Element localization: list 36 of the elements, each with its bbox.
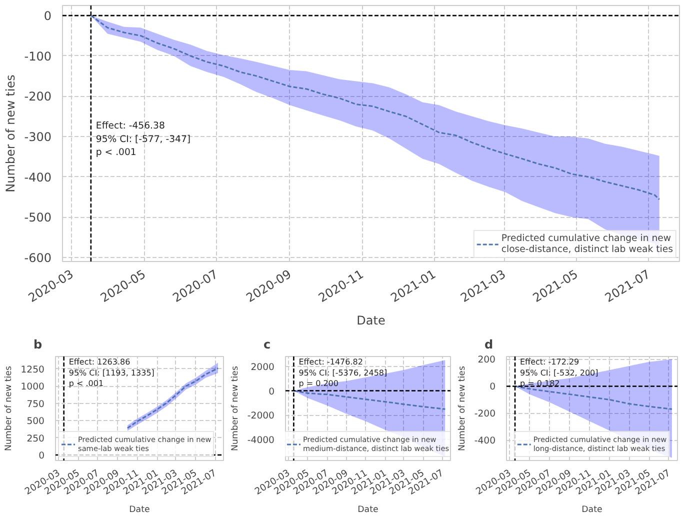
y-axis-title: Number of new ties <box>230 366 240 451</box>
annotation: Effect: -456.38 95% CI: [-577, -347] p < .001 <box>96 120 191 158</box>
chart-title: d <box>484 338 494 352</box>
y-tick-label: -200 <box>474 408 496 420</box>
y-axis-title: Number of new ties <box>3 74 18 192</box>
chart-title: b <box>34 338 42 352</box>
y-tick-label: 0 <box>44 9 52 24</box>
y-tick-label: 1000 <box>20 382 45 393</box>
y-tick-label: -300 <box>24 130 52 144</box>
y-tick-label: -400 <box>24 170 52 184</box>
y-tick-label: -2000 <box>247 410 275 422</box>
y-tick-label: -100 <box>24 49 52 64</box>
legend-label: Predicted cumulative change in new close-distance, distinct lab weak ties <box>501 233 673 255</box>
y-tick-label: -400 <box>474 436 496 447</box>
x-axis-title: Date <box>358 504 378 515</box>
y-tick-label: -500 <box>24 210 52 225</box>
y-tick-label: 750 <box>26 398 45 410</box>
y-tick-label: 200 <box>478 354 496 366</box>
y-tick-label: 1250 <box>20 364 45 376</box>
y-tick-label: 500 <box>26 416 45 428</box>
chart-title: c <box>264 338 271 352</box>
y-axis-title: Number of new ties <box>4 366 14 451</box>
x-axis-title: Date <box>356 313 386 328</box>
x-axis-title: Date <box>129 504 150 515</box>
annotation: Effect: 1263.86 95% CI: [1193, 1335] p < .001 <box>68 358 154 388</box>
y-tick-label: -200 <box>24 90 52 104</box>
y-tick-label: 250 <box>26 433 45 444</box>
y-tick-label: 2000 <box>250 362 275 373</box>
y-tick-label: 0 <box>268 386 275 398</box>
annotation: Effect: -1476.82 95% CI: [-5376, 2458] p = 0.200 <box>298 358 388 388</box>
y-tick-label: 0 <box>38 450 45 462</box>
y-tick-label: -4000 <box>247 435 275 446</box>
y-axis-title: Number of new ties <box>457 366 468 451</box>
x-axis-title: Date <box>582 504 602 515</box>
y-tick-label: 0 <box>490 382 496 393</box>
y-tick-label: -600 <box>24 250 52 265</box>
